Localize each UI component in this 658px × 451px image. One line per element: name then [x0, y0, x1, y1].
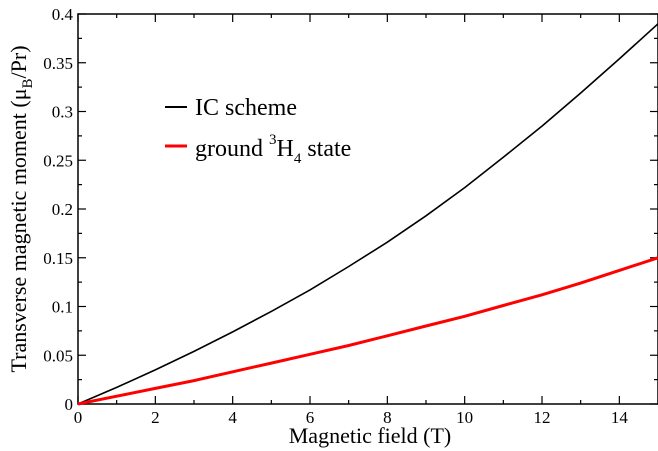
x-tick-label: 8 [383, 408, 392, 427]
y-axis-label: Transverse magnetic moment (μB/Pr) [6, 45, 36, 372]
x-tick-label: 14 [611, 408, 629, 427]
legend-label-ground-state: ground 3H4 state [195, 132, 351, 167]
legend: IC scheme ground 3H4 state [165, 95, 351, 167]
x-tick-label: 2 [151, 408, 160, 427]
legend-label-ic-scheme: IC scheme [195, 95, 297, 121]
x-tick-label: 10 [456, 408, 473, 427]
x-tick-label: 4 [228, 408, 237, 427]
y-tick-label: 0.3 [52, 103, 73, 122]
y-tick-label: 0.4 [52, 5, 74, 24]
y-tick-label: 0.35 [43, 54, 73, 73]
y-tick-label: 0.1 [52, 298, 73, 317]
ticks: 0 2 4 6 8 10 12 14 0 0.05 0.1 0.15 0.2 0.25 0.3 0.35 0.4 [43, 5, 658, 427]
x-tick-label: 6 [306, 408, 315, 427]
y-tick-label: 0.25 [43, 151, 73, 170]
y-tick-label: 0.15 [43, 249, 73, 268]
y-tick-label: 0 [65, 395, 74, 414]
series-line-ground-state [77, 256, 658, 406]
y-tick-label: 0.05 [43, 346, 73, 365]
y-tick-label: 0.2 [52, 200, 73, 219]
x-tick-label: 12 [534, 408, 551, 427]
series-layer [77, 23, 658, 406]
x-axis-label: Magnetic field (T) [289, 423, 452, 448]
series-line-ic-scheme [77, 23, 658, 405]
x-tick-label: 0 [74, 408, 83, 427]
plot-frame [77, 13, 658, 405]
